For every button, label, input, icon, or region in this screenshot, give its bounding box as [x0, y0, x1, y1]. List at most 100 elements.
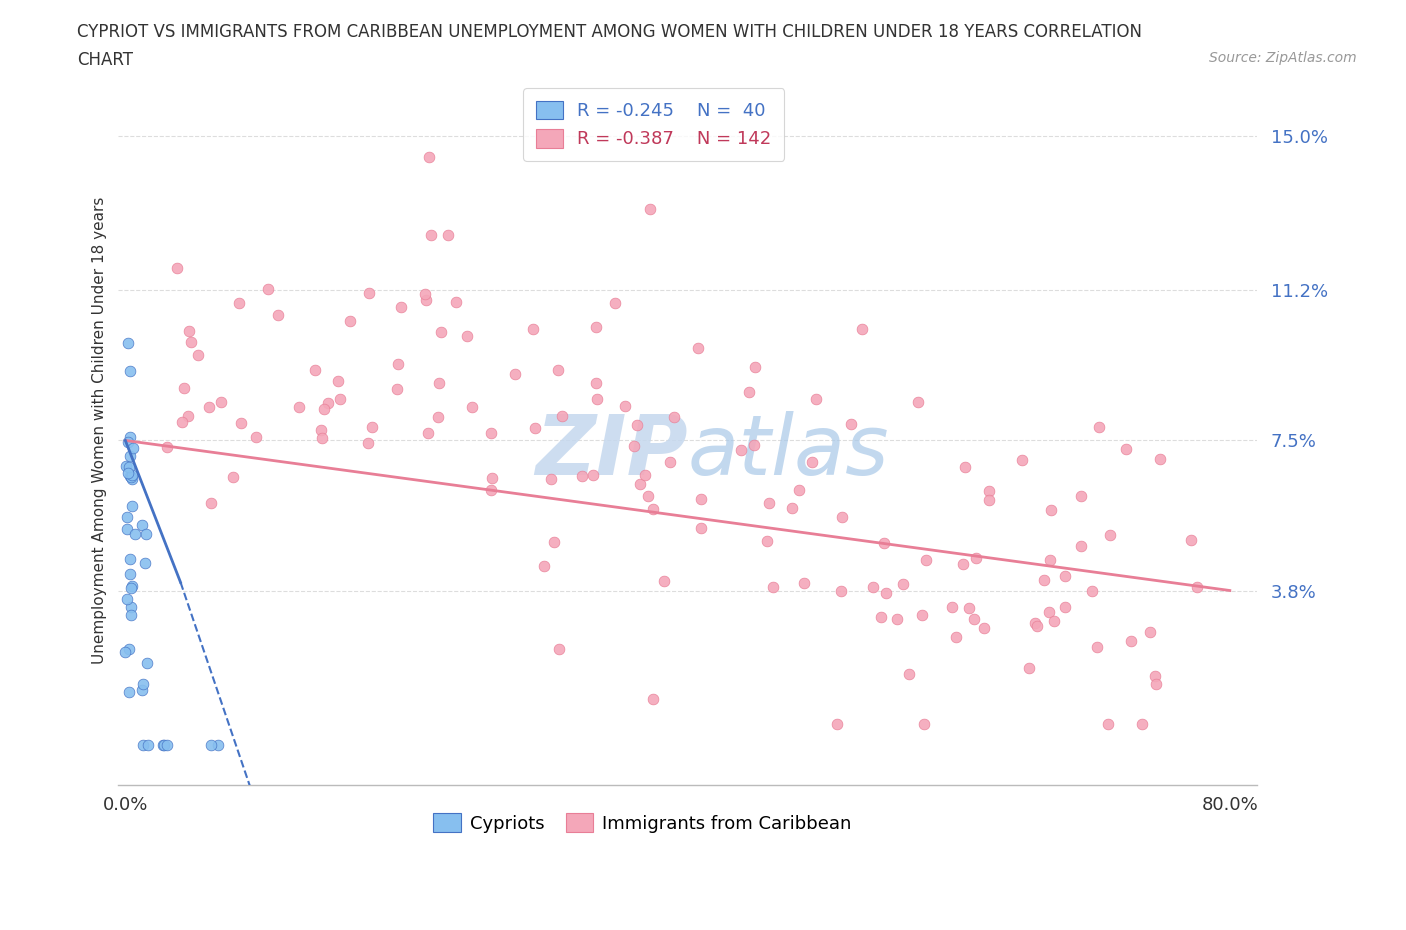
Point — [156, 439, 179, 454]
Point — [690, 491, 713, 506]
Point — [738, 385, 761, 400]
Point — [907, 394, 929, 409]
Point — [117, 336, 139, 351]
Point — [115, 510, 138, 525]
Point — [1032, 573, 1054, 588]
Point — [311, 431, 333, 445]
Point — [228, 296, 250, 311]
Point — [131, 682, 153, 697]
Point — [387, 356, 409, 371]
Point — [444, 295, 467, 310]
Point — [1098, 527, 1121, 542]
Point — [585, 392, 607, 406]
Point — [522, 321, 544, 336]
Point — [118, 566, 141, 581]
Point — [1042, 614, 1064, 629]
Point — [120, 599, 142, 614]
Point — [979, 484, 1001, 498]
Point — [551, 408, 574, 423]
Point — [288, 399, 311, 414]
Point — [637, 489, 659, 504]
Point — [177, 408, 200, 423]
Point — [1088, 419, 1111, 434]
Point — [117, 465, 139, 480]
Point — [1018, 661, 1040, 676]
Point — [197, 400, 219, 415]
Point — [135, 656, 157, 671]
Point — [231, 415, 253, 430]
Point — [914, 553, 936, 568]
Point — [121, 472, 143, 486]
Point — [152, 737, 174, 752]
Legend: Cypriots, Immigrants from Caribbean: Cypriots, Immigrants from Caribbean — [426, 806, 859, 840]
Point — [801, 455, 824, 470]
Point — [869, 609, 891, 624]
Point — [744, 359, 766, 374]
Point — [1026, 618, 1049, 633]
Point — [851, 322, 873, 337]
Point — [120, 581, 142, 596]
Point — [641, 692, 664, 707]
Point — [156, 737, 179, 752]
Point — [1038, 604, 1060, 619]
Point — [121, 498, 143, 513]
Point — [762, 579, 785, 594]
Point — [304, 363, 326, 378]
Point — [207, 737, 229, 752]
Point — [613, 399, 636, 414]
Point — [339, 313, 361, 328]
Point — [1115, 442, 1137, 457]
Point — [118, 642, 141, 657]
Point — [361, 419, 384, 434]
Point — [413, 286, 436, 301]
Point — [758, 496, 780, 511]
Point — [222, 470, 245, 485]
Point — [793, 576, 815, 591]
Point — [804, 392, 827, 406]
Point — [1139, 625, 1161, 640]
Point — [1144, 669, 1167, 684]
Point — [955, 459, 977, 474]
Point — [825, 717, 848, 732]
Text: CYPRIOT VS IMMIGRANTS FROM CARIBBEAN UNEMPLOYMENT AMONG WOMEN WITH CHILDREN UNDE: CYPRIOT VS IMMIGRANTS FROM CARIBBEAN UNE… — [77, 23, 1142, 41]
Point — [131, 518, 153, 533]
Point — [862, 579, 884, 594]
Point — [357, 436, 380, 451]
Point — [326, 374, 349, 389]
Point — [973, 620, 995, 635]
Point — [547, 363, 569, 378]
Point — [945, 630, 967, 644]
Point — [120, 470, 142, 485]
Point — [634, 468, 657, 483]
Point — [180, 334, 202, 349]
Point — [1039, 553, 1062, 568]
Point — [628, 476, 651, 491]
Point — [118, 684, 141, 699]
Point — [912, 717, 935, 732]
Point — [172, 415, 194, 430]
Point — [481, 471, 503, 485]
Point — [875, 586, 897, 601]
Point — [120, 607, 142, 622]
Point — [658, 454, 681, 469]
Point — [117, 591, 139, 606]
Text: CHART: CHART — [77, 51, 134, 69]
Y-axis label: Unemployment Among Women with Children Under 18 years: Unemployment Among Women with Children U… — [93, 196, 107, 664]
Point — [436, 227, 458, 242]
Point — [1080, 583, 1102, 598]
Point — [415, 292, 437, 307]
Point — [187, 347, 209, 362]
Point — [114, 644, 136, 659]
Point — [267, 308, 290, 323]
Point — [117, 434, 139, 449]
Point — [456, 328, 478, 343]
Point — [730, 443, 752, 458]
Point — [688, 340, 710, 355]
Point — [873, 536, 896, 551]
Point — [153, 737, 176, 752]
Point — [1097, 717, 1119, 732]
Point — [789, 483, 811, 498]
Point — [309, 423, 332, 438]
Point — [1054, 569, 1077, 584]
Point — [385, 381, 408, 396]
